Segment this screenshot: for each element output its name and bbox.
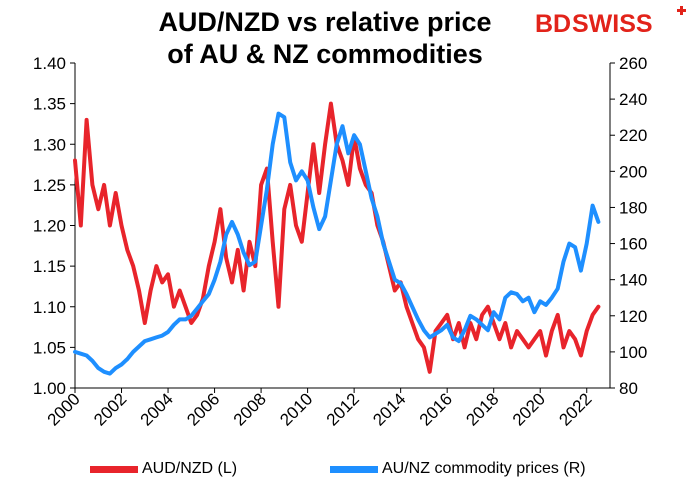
- y-left-tick-label: 1.20: [33, 217, 66, 236]
- y-right-tick-label: 120: [619, 307, 647, 326]
- series-line-commodity: [73, 111, 601, 376]
- y-right-tick-label: 160: [619, 235, 647, 254]
- x-tick-label: 2006: [183, 389, 223, 429]
- x-tick-label: 2010: [276, 389, 316, 429]
- x-tick-label: 2022: [555, 389, 595, 429]
- x-tick-label: 2012: [323, 389, 363, 429]
- legend-label-commodity: AU/NZ commodity prices (R): [382, 460, 586, 477]
- y-left-tick-label: 1.15: [33, 257, 66, 276]
- legend-swatch-commodity: [330, 465, 378, 473]
- x-tick-label: 2018: [462, 389, 502, 429]
- legend-label-aud-nzd: AUD/NZD (L): [142, 460, 238, 477]
- y-left-tick-label: 1.30: [33, 135, 66, 154]
- y-left-tick-label: 1.35: [33, 95, 66, 114]
- x-tick-label: 2004: [137, 389, 177, 429]
- y-left-tick-label: 1.10: [33, 298, 66, 317]
- y-left-tick-label: 1.00: [33, 379, 66, 398]
- x-tick-label: 2008: [230, 389, 270, 429]
- bdswiss-logo: BD SWISS: [535, 6, 686, 38]
- logo-swiss-text: SWISS: [572, 10, 653, 38]
- x-tick-label: 2002: [90, 389, 130, 429]
- y-right-tick-label: 140: [619, 271, 647, 290]
- logo-plus-icon-h: [677, 9, 686, 12]
- y-right-tick-label: 180: [619, 198, 647, 217]
- y-right-tick-label: 80: [619, 379, 638, 398]
- legend-swatch-aud-nzd: [90, 465, 138, 473]
- chart-canvas: 1.00 1.05 1.10 1.15 1.20 1.25 1.30 1.35 1.40 80 10…: [33, 54, 647, 430]
- legend-item-commodity: AU/NZ commodity prices (R): [330, 460, 586, 478]
- y-right-tick-label: 240: [619, 90, 647, 109]
- legend-item-aud-nzd: AUD/NZD (L): [90, 460, 237, 478]
- y-left-tick-label: 1.05: [33, 338, 66, 357]
- x-tick-label: 2020: [509, 389, 549, 429]
- chart-title-line-1: AUD/NZD vs relative price: [158, 7, 492, 37]
- y-right-tick-label: 100: [619, 343, 647, 362]
- logo-bd-text: BD: [535, 10, 571, 38]
- chart-title-line-2: of AU & NZ commodities: [167, 39, 483, 69]
- y-left-tick-label: 1.40: [33, 54, 66, 73]
- y-right-tick-label: 220: [619, 126, 647, 145]
- y-left-tick-label: 1.25: [33, 176, 66, 195]
- chart-title: AUD/NZD vs relative price of AU & NZ com…: [90, 6, 560, 70]
- x-tick-label: 2016: [416, 389, 456, 429]
- legend: AUD/NZD (L) AU/NZ commodity prices (R): [0, 452, 700, 492]
- y-right-tick-label: 260: [619, 54, 647, 73]
- y-right-tick-label: 200: [619, 162, 647, 181]
- x-tick-label: 2014: [369, 389, 409, 429]
- series-layer: [73, 101, 601, 376]
